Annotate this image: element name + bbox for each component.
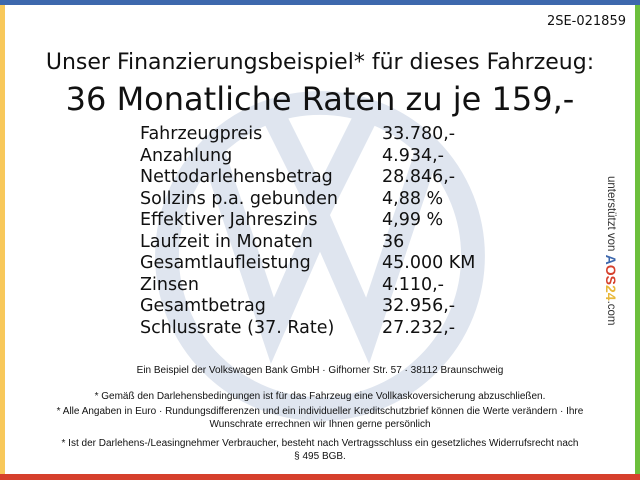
sponsor-prefix: unterstützt von [605,176,617,255]
table-row: Laufzeit in Monaten 36 [140,232,475,254]
table-row: Nettodarlehensbetrag 28.846,- [140,167,475,189]
rate-headline: 36 Monatliche Raten zu je 159,- [65,80,575,118]
aos24-logo: AOS24 [603,254,619,301]
row-label: Sollzins p.a. gebunden [140,188,339,209]
row-label: Schlussrate (37. Rate) [140,317,335,338]
row-value: 4,99 % [382,210,444,230]
border-right [635,5,640,474]
row-value: 45.000 KM [382,253,476,273]
row-label: Gesamtlaufleistung [140,253,311,273]
sponsor-note: unterstützt von AOS24.com [603,176,619,326]
sponsor-suffix: .com [605,300,617,326]
border-bottom [0,474,640,480]
row-label: Zinsen [140,274,199,295]
border-top [0,0,640,5]
row-value: 33.780,- [382,124,456,144]
row-label: Gesamtbetrag [140,296,266,316]
table-row: Fahrzeugpreis 33.780,- [140,124,475,146]
border-left [0,5,5,474]
headline: Unser Finanzierungsbeispiel* für dieses … [45,50,595,75]
row-value: 27.232,- [382,317,456,338]
footnote-withdrawal: * Ist der Darlehens-/Leasingnehmer Verbr… [61,438,579,462]
footnote-euro: * Alle Angaben in Euro · Rundungsdiffere… [56,406,584,430]
table-row: Gesamtbetrag 32.956,- [140,296,475,318]
row-label: Anzahlung [140,145,233,166]
row-label: Effektiver Jahreszins [140,210,318,230]
row-value: 4,88 % [382,188,444,209]
financing-table: Fahrzeugpreis 33.780,- Anzahlung 4.934,- Net… [140,124,475,339]
table-row: Gesamtlaufleistung 45.000 KM [140,253,475,275]
row-value: 4.934,- [382,145,444,166]
table-row: Effektiver Jahreszins 4,99 % [140,210,475,232]
row-label: Nettodarlehensbetrag [140,167,333,187]
row-value: 36 [382,231,405,252]
row-label: Laufzeit in Monaten [140,231,313,252]
table-row: Sollzins p.a. gebunden 4,88 % [140,189,475,211]
bank-info: Ein Beispiel der Volkswagen Bank GmbH · … [136,365,504,376]
vehicle-code: 2SE-021859 [546,14,626,29]
table-row: Anzahlung 4.934,- [140,146,475,168]
row-value: 28.846,- [382,167,456,187]
vw-logo-watermark [155,91,485,421]
row-label: Fahrzeugpreis [140,124,263,144]
footnote-insurance: * Gemäß den Darlehensbedingungen ist für… [94,391,546,402]
table-row: Schlussrate (37. Rate) 27.232,- [140,318,475,340]
row-value: 32.956,- [382,296,456,316]
table-row: Zinsen 4.110,- [140,275,475,297]
row-value: 4.110,- [382,274,444,295]
